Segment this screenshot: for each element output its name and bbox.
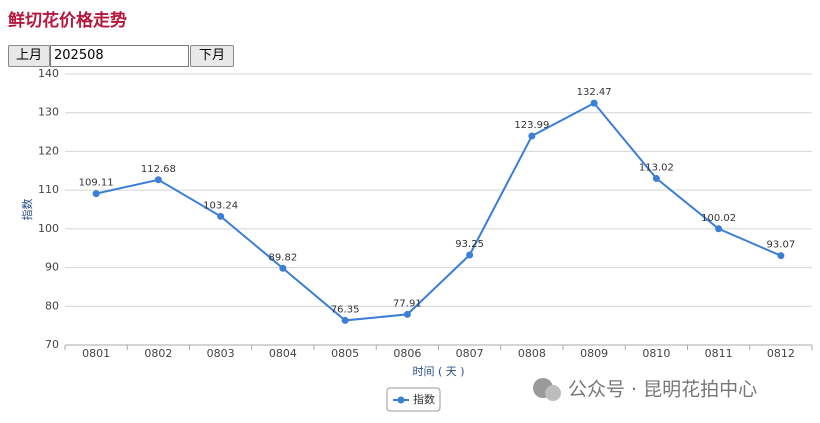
x-tick-label: 0801 [82,347,110,360]
y-axis-title: 指数 [20,199,34,221]
point [341,316,349,324]
watermark-text: 公众号 · 昆明花拍中心 [568,379,757,401]
x-tick-label: 0809 [580,347,608,360]
y-tick-label: 80 [45,299,59,312]
watermark-icon [545,385,561,401]
y-tick-label: 100 [38,222,59,235]
x-tick-label: 0810 [642,347,670,360]
y-tick-label: 130 [38,106,59,119]
legend-box [386,387,441,412]
page-title: 鲜切花价格走势 [8,11,127,31]
x-tick-label: 0812 [767,347,795,360]
value-label: 103.24 [203,200,238,211]
point [715,225,723,233]
value-label: 76.35 [331,304,360,315]
value-label: 132.47 [577,87,612,98]
x-tick-label: 0804 [269,347,297,360]
point [590,99,598,107]
line [95,101,782,322]
x-tick-label: 0803 [207,347,235,360]
x-tick-label: 0806 [393,347,421,360]
x-axis-title: 时间 ( 天 ) [412,365,464,378]
value-label: 113.02 [639,162,674,173]
point [466,251,474,259]
value-label: 77.91 [393,298,422,309]
point [528,132,536,140]
point [154,176,162,184]
legend: 指数 [386,387,441,412]
value-label: 100.02 [701,213,736,224]
y-tick-label: 70 [45,338,59,351]
x-tick-label: 0811 [705,347,733,360]
point [92,190,100,198]
point [279,264,287,272]
value-label: 109.11 [79,178,114,189]
value-label: 93.25 [455,239,484,250]
watermark: 公众号 · 昆明花拍中心 [533,378,757,401]
legend-label: 指数 [413,392,435,406]
legend-marker [397,396,405,404]
value-label: 123.99 [514,120,549,131]
point [403,310,411,318]
y-tick-label: 140 [38,67,59,80]
month-input[interactable]: 202508 [50,45,189,67]
x-tick-label: 0802 [144,347,172,360]
x-tick-label: 0805 [331,347,359,360]
value-label: 89.82 [269,252,298,263]
point [652,174,660,182]
value-label: 93.07 [767,240,796,251]
y-tick-label: 120 [38,144,59,157]
y-tick-label: 110 [38,183,59,196]
next-button[interactable]: 下月 [190,45,234,67]
y-tick-label: 90 [45,261,59,274]
prev-button[interactable]: 上月 [8,45,50,67]
x-tick-label: 0808 [518,347,546,360]
value-label: 112.68 [141,164,176,175]
point [777,252,785,260]
point [217,212,225,220]
x-tick-label: 0807 [456,347,484,360]
